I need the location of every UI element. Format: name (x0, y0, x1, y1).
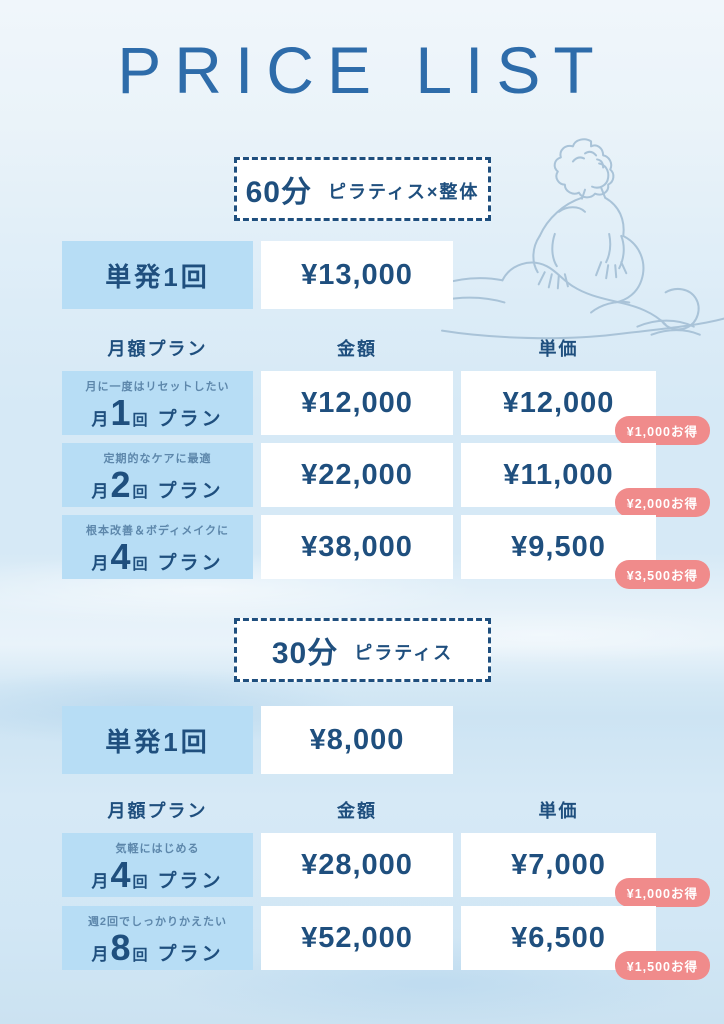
plan-name-cell: 気軽にはじめる 月 4 回プラン (62, 833, 253, 897)
plan-amount-cell: ¥52,000 (261, 906, 453, 970)
single-session-label-cell: 単発1回 (62, 241, 253, 309)
service-label: ピラティス×整体 (327, 182, 480, 202)
plan-catchphrase: 気軽にはじめる (115, 843, 200, 855)
plan-amount-cell: ¥12,000 (261, 371, 453, 435)
single-session-price-cell: ¥8,000 (261, 706, 453, 774)
plan-unit-price: ¥12,000 (502, 386, 615, 419)
section-60-heading-box: 60分 ピラティス×整体 (234, 157, 491, 221)
plan-name-cell: 定期的なケアに最適 月 2 回プラン (62, 443, 253, 507)
plan-catchphrase: 定期的なケアに最適 (103, 453, 212, 465)
plan-name-cell: 根本改善＆ボディメイクに 月 4 回プラン (62, 515, 253, 579)
plan-row-60-monthly1: 月に一度はリセットしたい 月 1 回プラン ¥12,000 ¥12,000 ¥1,0… (62, 371, 710, 445)
plan-row-60-monthly2: 定期的なケアに最適 月 2 回プラン ¥22,000 ¥11,000 ¥2,000お… (62, 443, 710, 517)
plan-unit-cell: ¥11,000 ¥2,000お得 (461, 443, 710, 517)
plan-name: 月 8 回プラン (91, 927, 224, 968)
savings-badge: ¥1,000お得 (614, 416, 710, 445)
single-session-row-30: 単発1回 ¥8,000 (62, 706, 656, 774)
column-headers-60: 月額プラン 金額 単価 (62, 334, 656, 362)
savings-badge: ¥1,500お得 (614, 951, 710, 980)
plan-amount: ¥52,000 (301, 921, 413, 954)
plan-amount: ¥38,000 (301, 530, 413, 563)
plan-name: 月 4 回プラン (91, 854, 224, 895)
plan-unit-price: ¥7,000 (511, 848, 606, 881)
plan-catchphrase: 週2回でしっかりかえたい (87, 916, 228, 928)
column-header-plan: 月額プラン (107, 339, 208, 359)
column-header-amount: 金額 (337, 801, 377, 821)
section-30-heading-box: 30分 ピラティス (234, 618, 491, 682)
column-header-amount: 金額 (337, 339, 377, 359)
plan-amount: ¥12,000 (301, 386, 413, 419)
plan-amount-cell: ¥38,000 (261, 515, 453, 579)
plan-name: 月 2 回プラン (91, 464, 224, 505)
plan-row-30-monthly4: 気軽にはじめる 月 4 回プラン ¥28,000 ¥7,000 ¥1,000お得 (62, 833, 710, 907)
single-session-price: ¥13,000 (301, 258, 413, 291)
page-title: PRICE LIST (117, 33, 607, 107)
savings-badge: ¥3,500お得 (614, 560, 710, 589)
column-header-unit: 単価 (538, 339, 579, 359)
plan-row-60-monthly4: 根本改善＆ボディメイクに 月 4 回プラン ¥38,000 ¥9,500 ¥3,50… (62, 515, 710, 589)
column-header-unit: 単価 (538, 801, 579, 821)
plan-name: 月 1 回プラン (91, 392, 224, 433)
single-session-label: 単発1回 (105, 726, 210, 757)
plan-amount-cell: ¥22,000 (261, 443, 453, 507)
massage-illustration (440, 138, 724, 340)
plan-catchphrase: 根本改善＆ボディメイクに (85, 525, 229, 537)
single-session-row-60: 単発1回 ¥13,000 (62, 241, 656, 309)
plan-amount: ¥28,000 (301, 848, 413, 881)
plan-unit-price: ¥9,500 (511, 530, 606, 563)
plan-name: 月 4 回プラン (91, 536, 224, 577)
plan-row-30-monthly8: 週2回でしっかりかえたい 月 8 回プラン ¥52,000 ¥6,500 ¥1,50… (62, 906, 710, 980)
duration-label: 30分 (271, 637, 339, 670)
savings-badge: ¥2,000お得 (614, 488, 710, 517)
duration-label: 60分 (245, 176, 312, 209)
single-session-label: 単発1回 (105, 261, 210, 292)
plan-unit-cell: ¥12,000 ¥1,000お得 (461, 371, 710, 445)
plan-amount-cell: ¥28,000 (261, 833, 453, 897)
savings-badge: ¥1,000お得 (614, 878, 710, 907)
plan-catchphrase: 月に一度はリセットしたい (85, 381, 230, 393)
column-header-plan: 月額プラン (107, 801, 208, 821)
service-label: ピラティス (354, 643, 454, 663)
single-session-price: ¥8,000 (309, 723, 405, 756)
single-session-price-cell: ¥13,000 (261, 241, 453, 309)
single-session-label-cell: 単発1回 (62, 706, 253, 774)
plan-unit-cell: ¥7,000 ¥1,000お得 (461, 833, 710, 907)
plan-amount: ¥22,000 (301, 458, 413, 491)
plan-unit-price: ¥6,500 (511, 921, 606, 954)
plan-unit-cell: ¥9,500 ¥3,500お得 (461, 515, 710, 589)
column-headers-30: 月額プラン 金額 単価 (62, 796, 656, 824)
plan-name-cell: 月に一度はリセットしたい 月 1 回プラン (62, 371, 253, 435)
plan-unit-cell: ¥6,500 ¥1,500お得 (461, 906, 710, 980)
plan-name-cell: 週2回でしっかりかえたい 月 8 回プラン (62, 906, 253, 970)
plan-unit-price: ¥11,000 (503, 458, 614, 491)
